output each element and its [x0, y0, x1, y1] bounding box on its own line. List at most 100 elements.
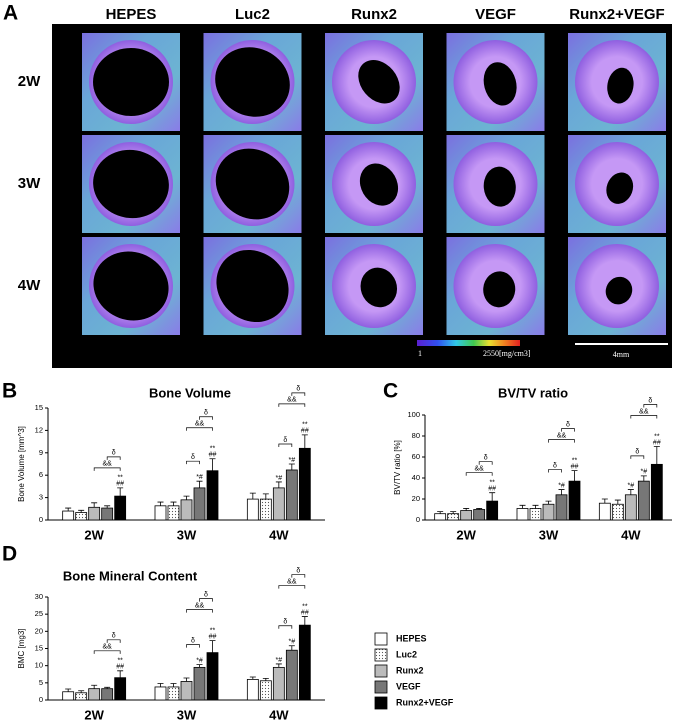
bar — [298, 447, 311, 521]
ct-defect — [359, 163, 399, 206]
error-bar — [196, 480, 203, 488]
ct-defect — [216, 249, 289, 323]
bar — [516, 508, 529, 521]
comparison-label: && — [195, 421, 205, 428]
y-tick-label: 6 — [39, 470, 43, 479]
error-bar — [532, 504, 539, 509]
bar — [75, 512, 88, 521]
error-bar — [614, 499, 621, 505]
comparison-bracket — [548, 439, 575, 443]
column-header: Runx2+VEGF — [569, 6, 664, 23]
error-bar — [489, 492, 496, 502]
colorbar-min: 1 — [418, 349, 422, 358]
significance: *# — [641, 469, 648, 476]
legend-label: Runx2 — [396, 665, 424, 675]
bar — [259, 680, 272, 701]
comparison-bracket — [291, 392, 306, 396]
x-tick-label: 2W — [84, 707, 104, 722]
bar — [114, 495, 127, 521]
error-bar — [170, 501, 177, 506]
comparison-bracket — [93, 650, 121, 654]
bar — [285, 469, 298, 521]
bar — [62, 691, 75, 701]
comparison-label: δ — [566, 421, 570, 428]
scale-bar-label: 4mm — [613, 350, 630, 359]
legend-label: Runx2+VEGF — [396, 697, 454, 707]
bar — [193, 487, 206, 521]
error-bar — [78, 690, 85, 693]
error-bar — [65, 507, 72, 512]
error-bar — [437, 511, 444, 514]
ct-defect — [93, 251, 169, 321]
bar — [167, 505, 180, 521]
y-axis-label: BV/TV ratio [%] — [393, 440, 402, 495]
error-bar — [183, 495, 190, 500]
error-bar — [463, 508, 470, 511]
bar — [285, 649, 298, 701]
significance: ## — [301, 428, 309, 435]
y-tick-label: 3 — [39, 493, 43, 502]
bar — [598, 502, 611, 521]
significance: *# — [276, 657, 283, 664]
ct-defect — [215, 148, 290, 220]
comparison-label: δ — [112, 450, 116, 457]
ct-defect — [360, 267, 398, 308]
error-bar — [157, 683, 164, 687]
row-label: 2W — [18, 73, 41, 90]
legend-label: HEPES — [396, 633, 427, 643]
significance: ## — [653, 439, 661, 446]
y-tick-label: 30 — [35, 592, 43, 601]
significance: *# — [289, 457, 296, 464]
ct-images — [82, 33, 666, 335]
significance: *# — [628, 482, 635, 489]
comparison-bracket — [186, 427, 213, 431]
significance: ** — [302, 603, 308, 610]
bar — [434, 513, 447, 521]
bar — [272, 666, 285, 701]
comparison-label: δ — [191, 454, 195, 461]
y-tick-label: 0 — [39, 515, 43, 524]
bar — [568, 480, 581, 521]
bar — [447, 513, 460, 521]
comparison-bracket — [199, 416, 213, 420]
error-bar — [301, 434, 308, 449]
error-bar — [288, 463, 295, 470]
y-tick-label: 5 — [39, 678, 43, 687]
x-tick-label: 3W — [539, 527, 559, 542]
comparison-label: && — [474, 466, 484, 473]
error-bar — [104, 686, 111, 689]
error-bar — [519, 504, 526, 509]
significance: ** — [489, 480, 495, 487]
error-bar — [450, 511, 457, 514]
significance: ** — [210, 627, 216, 634]
panel-letter: D — [2, 543, 17, 566]
error-bar — [627, 489, 634, 495]
significance: ## — [209, 452, 217, 459]
legend-swatch — [374, 648, 388, 662]
comparison-label: && — [287, 578, 297, 585]
bar — [650, 463, 663, 521]
ct-defect — [483, 166, 516, 207]
legend-swatch — [374, 696, 388, 710]
significance: ## — [116, 481, 124, 488]
significance: *# — [289, 639, 296, 646]
y-tick-label: 20 — [35, 626, 43, 635]
ct-defect — [606, 172, 634, 204]
bar — [180, 499, 193, 521]
comparison-bracket — [278, 585, 306, 589]
legend-label: Luc2 — [396, 649, 417, 659]
bar — [88, 688, 101, 701]
error-bar — [91, 502, 98, 508]
comparison-bracket — [548, 469, 562, 473]
y-tick-label: 0 — [416, 515, 420, 524]
bar — [62, 510, 75, 521]
ct-defect — [93, 149, 169, 219]
error-bar — [571, 470, 578, 482]
significance: ** — [210, 446, 216, 453]
comparison-label: && — [557, 432, 567, 439]
bar — [180, 681, 193, 701]
bar — [542, 503, 555, 521]
comparison-label: δ — [283, 619, 287, 626]
comparison-bracket — [561, 428, 575, 432]
bar — [167, 686, 180, 701]
